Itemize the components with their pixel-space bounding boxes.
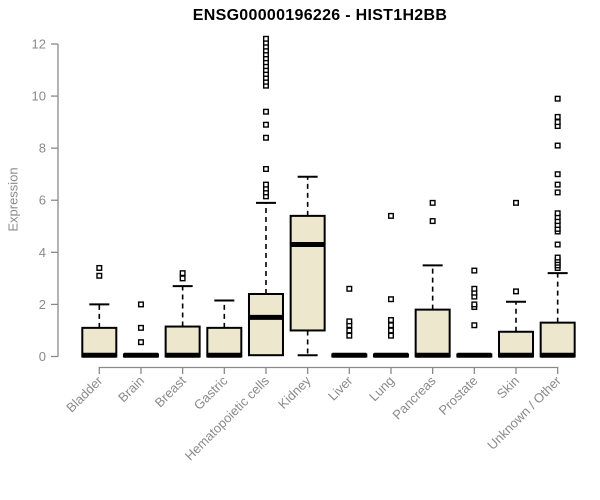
outlier-point [387,317,394,324]
outlier-point [429,218,436,225]
outlier-point [179,275,186,282]
x-tick-label: Liver [325,373,356,404]
iqr-box [164,325,201,358]
outlier-point [137,301,144,308]
x-tick-label: Prostate [436,373,481,418]
outlier-point [346,318,353,325]
boxplot-gastric [206,299,243,358]
outlier-point [513,199,520,206]
boxplot-unknown-other [539,95,576,358]
outlier-point [554,210,561,217]
outlier-point [262,134,269,141]
outlier-point [346,332,353,339]
outlier-point [554,113,561,120]
outlier-point [554,119,561,126]
x-tick-label: Pancreas [389,373,439,423]
iqr-box [247,292,284,357]
boxplot-breast [164,270,201,358]
outlier-point [387,296,394,303]
outlier-point [96,272,103,279]
iqr-box [539,321,576,358]
boxplot-skin [498,199,534,358]
y-tick-label: 0 [39,349,46,364]
y-tick-label: 12 [32,36,46,51]
outlier-point [179,270,186,277]
boxplot-prostate [456,267,493,358]
outlier-point [554,142,561,149]
outlier-point [262,181,269,188]
iqr-box [414,308,451,358]
outlier-point [387,322,394,329]
outlier-point [471,301,478,308]
outlier-point [513,288,520,295]
outlier-point [554,254,561,261]
y-tick-label: 2 [39,297,46,312]
boxplot-hematopoietic-cells [247,35,284,357]
y-tick-label: 8 [39,141,46,156]
boxplot-pancreas [414,199,451,358]
outlier-point [387,327,394,334]
outlier-point [262,165,269,172]
x-tick-label: Unknown / Other [484,373,564,453]
outlier-point [96,264,103,271]
outlier-point [346,327,353,334]
outlier-point [554,241,561,248]
outlier-point [554,189,561,196]
boxplot-bladder [81,264,118,358]
outlier-point [387,332,394,339]
outlier-point [471,322,478,329]
outlier-point [554,171,561,178]
boxplot-lung [372,212,409,358]
outlier-point [262,35,269,42]
boxplot-liver [331,285,368,358]
x-tick-label: Skin [494,373,522,401]
iqr-box [289,214,326,332]
outlier-point [346,285,353,292]
outlier-point [429,199,436,206]
outlier-point [262,108,269,115]
x-tick-label: Gastric [191,373,231,413]
chart-title: ENSG00000196226 - HIST1H2BB [192,7,448,24]
outlier-point [554,181,561,188]
outlier-point [554,95,561,102]
boxplot-brain [122,301,159,358]
x-tick-label: Breast [152,373,189,410]
outlier-point [137,339,144,346]
iqr-box [206,326,243,358]
outlier-point [387,212,394,219]
iqr-box [81,326,118,358]
outlier-point [137,324,144,331]
x-tick-label: Bladder [63,373,106,416]
outlier-point [262,121,269,128]
y-tick-label: 6 [39,193,46,208]
y-axis: 0 2 4 6 8 10 12 [32,36,59,364]
outlier-point [471,285,478,292]
boxplot-kidney [289,175,326,357]
outlier-point [471,267,478,274]
y-tick-label: 10 [32,89,46,104]
x-tick-label: Lung [366,373,397,404]
y-tick-label: 4 [39,245,46,260]
x-tick-label: Brain [115,373,147,405]
iqr-box [498,330,534,358]
x-tick-label: Kidney [275,373,314,412]
